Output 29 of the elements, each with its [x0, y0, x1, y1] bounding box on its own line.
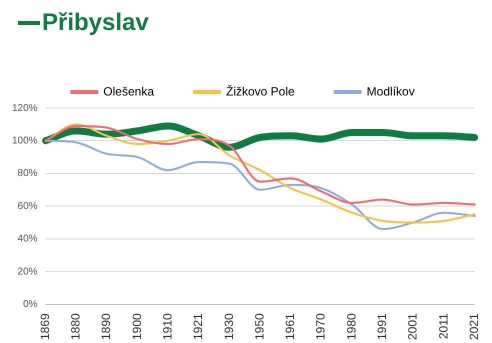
x-tick-label: 2001 — [406, 312, 420, 340]
y-tick-label: 20% — [18, 266, 38, 278]
x-tick-label: 1921 — [191, 312, 206, 340]
x-tick-label: 1869 — [38, 312, 52, 340]
legend-label: Modlíkov — [366, 84, 415, 98]
x-tick-label: 1910 — [160, 312, 174, 340]
line-series — [44, 124, 476, 206]
y-tick-label: 80% — [18, 168, 38, 180]
x-tick-label: 1970 — [314, 312, 328, 340]
x-tick-label: 2021 — [466, 312, 481, 340]
line-series — [44, 140, 476, 230]
y-tick-label: 0% — [23, 299, 38, 310]
x-tick-label: 1930 — [222, 312, 236, 340]
x-tick-label: 2011 — [436, 312, 450, 340]
y-tick-label: 120% — [12, 102, 38, 114]
y-tick-label: 100% — [12, 135, 38, 146]
y-tick-label: 40% — [18, 234, 38, 245]
legend-label: Žižkovo Pole — [226, 84, 296, 98]
x-tick-label: 1900 — [130, 312, 144, 340]
x-tick-label: 1950 — [252, 312, 266, 340]
x-tick-label: 1880 — [68, 312, 83, 340]
x-tick-label: 1980 — [344, 312, 358, 340]
legend-label: Olešenka — [103, 84, 154, 98]
line-series — [44, 123, 476, 224]
x-tick-label: 1961 — [283, 312, 298, 340]
y-tick-label: 60% — [18, 200, 38, 212]
x-tick-label: 1890 — [99, 312, 114, 340]
x-tick-label: 1991 — [374, 312, 389, 340]
legend-label: Přibyslav — [42, 9, 149, 37]
